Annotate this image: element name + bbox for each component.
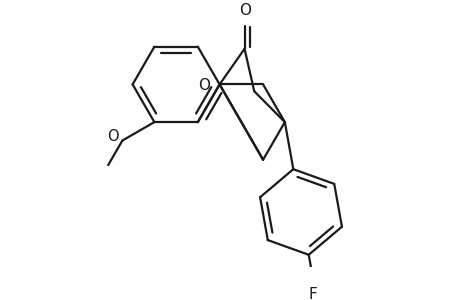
Text: O: O xyxy=(106,129,118,144)
Text: O: O xyxy=(239,3,251,18)
Text: O: O xyxy=(198,78,210,93)
Text: F: F xyxy=(308,287,317,300)
